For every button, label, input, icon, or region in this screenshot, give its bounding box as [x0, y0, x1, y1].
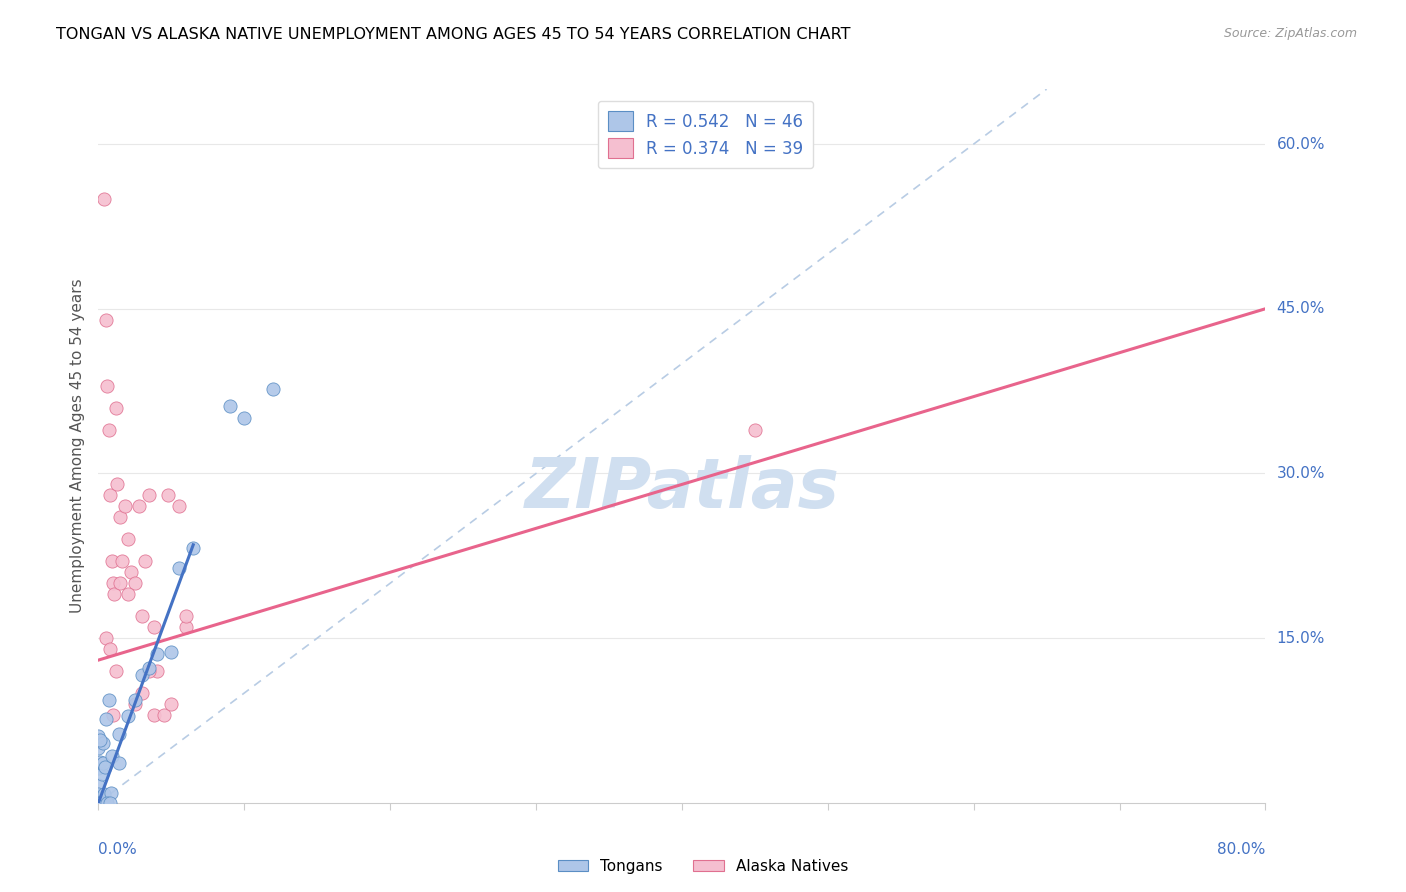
Point: [167, 500, 190, 514]
Point: [101, 749, 124, 764]
Point: [87, 796, 110, 810]
Point: [117, 533, 139, 547]
Text: ZIPatlas: ZIPatlas: [524, 455, 839, 523]
Point: [91, 796, 114, 810]
Point: [87, 761, 110, 775]
Point: [93, 192, 115, 206]
Point: [94, 712, 117, 726]
Y-axis label: Unemployment Among Ages 45 to 54 years: Unemployment Among Ages 45 to 54 years: [69, 278, 84, 614]
Point: [87, 729, 110, 743]
Point: [181, 541, 204, 555]
Point: [153, 708, 176, 723]
Text: TONGAN VS ALASKA NATIVE UNEMPLOYMENT AMONG AGES 45 TO 54 YEARS CORRELATION CHART: TONGAN VS ALASKA NATIVE UNEMPLOYMENT AMO…: [56, 27, 851, 42]
Point: [138, 664, 160, 678]
Point: [120, 566, 142, 580]
Point: [128, 500, 150, 514]
Point: [87, 790, 110, 805]
Point: [167, 561, 190, 575]
Point: [98, 796, 121, 810]
Text: 45.0%: 45.0%: [1277, 301, 1324, 317]
Point: [104, 401, 127, 415]
Point: [101, 576, 124, 591]
Text: 60.0%: 60.0%: [1277, 136, 1324, 152]
Text: 0.0%: 0.0%: [98, 842, 138, 856]
Point: [87, 778, 110, 792]
Legend: R = 0.542   N = 46, R = 0.374   N = 39: R = 0.542 N = 46, R = 0.374 N = 39: [598, 101, 813, 169]
Point: [124, 576, 146, 591]
Point: [134, 554, 156, 568]
Point: [94, 796, 117, 810]
Point: [101, 708, 124, 723]
Point: [131, 609, 153, 624]
Point: [117, 587, 139, 601]
Point: [87, 741, 110, 756]
Point: [233, 411, 256, 425]
Point: [744, 423, 766, 437]
Point: [157, 488, 180, 502]
Point: [138, 488, 160, 502]
Point: [146, 664, 169, 678]
Point: [87, 796, 110, 810]
Point: [90, 796, 112, 810]
Point: [142, 708, 165, 723]
Point: [146, 647, 169, 661]
Point: [160, 697, 183, 711]
Point: [98, 488, 121, 502]
Point: [87, 796, 110, 810]
Point: [218, 399, 240, 413]
Point: [124, 697, 146, 711]
Point: [124, 693, 146, 707]
Point: [93, 787, 115, 801]
Point: [87, 796, 110, 810]
Text: Source: ZipAtlas.com: Source: ZipAtlas.com: [1223, 27, 1357, 40]
Point: [142, 620, 165, 634]
Point: [104, 664, 127, 678]
Point: [94, 631, 117, 645]
Point: [262, 382, 284, 396]
Point: [97, 693, 120, 707]
Text: 15.0%: 15.0%: [1277, 631, 1324, 646]
Point: [87, 796, 110, 810]
Point: [108, 727, 131, 741]
Point: [98, 642, 121, 657]
Point: [96, 378, 118, 392]
Point: [110, 576, 132, 591]
Point: [103, 587, 125, 601]
Point: [108, 756, 131, 771]
Point: [100, 554, 122, 568]
Point: [87, 796, 110, 810]
Point: [87, 791, 110, 805]
Point: [91, 736, 114, 750]
Point: [174, 609, 197, 624]
Point: [100, 786, 122, 800]
Point: [93, 796, 115, 810]
Point: [93, 760, 115, 774]
Point: [96, 796, 118, 810]
Point: [94, 312, 117, 326]
Point: [89, 756, 111, 770]
Point: [131, 686, 153, 700]
Point: [138, 661, 160, 675]
Point: [160, 644, 183, 658]
Point: [91, 767, 114, 781]
Point: [105, 477, 128, 491]
Text: 80.0%: 80.0%: [1218, 842, 1265, 856]
Point: [87, 796, 110, 810]
Legend: Tongans, Alaska Natives: Tongans, Alaska Natives: [551, 853, 855, 880]
Point: [97, 423, 120, 437]
Point: [174, 620, 197, 634]
Point: [110, 510, 132, 524]
Point: [93, 796, 115, 810]
Point: [87, 787, 110, 801]
Point: [89, 732, 111, 747]
Point: [114, 500, 136, 514]
Text: 30.0%: 30.0%: [1277, 466, 1324, 481]
Point: [117, 708, 139, 723]
Point: [87, 796, 110, 810]
Point: [131, 668, 153, 682]
Point: [111, 554, 134, 568]
Point: [91, 756, 114, 771]
